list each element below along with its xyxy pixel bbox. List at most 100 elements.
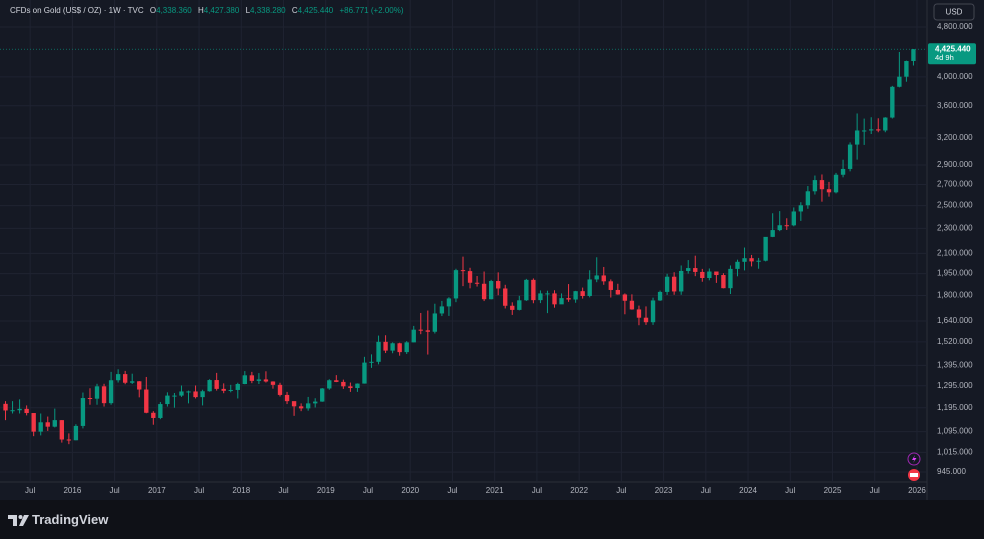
candle-body xyxy=(446,298,452,307)
footer-bar xyxy=(0,500,984,539)
candle-body xyxy=(80,398,86,426)
o-value: 4,338.360 xyxy=(156,6,192,15)
candle-body xyxy=(700,271,705,279)
candle-body xyxy=(355,383,360,389)
currency-button-box[interactable] xyxy=(933,3,975,21)
candle-body xyxy=(284,394,290,402)
logo-t xyxy=(8,515,17,526)
candle-body xyxy=(890,86,895,118)
candle-body xyxy=(467,271,473,283)
x-tick-label: 2019 xyxy=(317,486,335,495)
candle-body xyxy=(847,144,853,169)
candle-body xyxy=(861,130,867,132)
y-tick-label: 1,095.000 xyxy=(937,427,973,436)
candle-body xyxy=(784,225,789,227)
candle-body xyxy=(348,386,353,389)
candle-body xyxy=(404,342,409,353)
y-tick-label: 3,600.000 xyxy=(937,101,973,110)
candle-body xyxy=(38,422,43,432)
candle-body xyxy=(221,388,226,391)
x-tick-label: 2023 xyxy=(655,486,673,495)
candle-body xyxy=(707,271,712,279)
x-tick-label: 2022 xyxy=(570,486,588,495)
y-tick-label: 4,000.000 xyxy=(937,72,973,81)
logo-v xyxy=(19,515,29,526)
candle-body xyxy=(657,291,663,301)
candle-body xyxy=(650,300,656,323)
candle-body xyxy=(770,230,775,237)
candle-body xyxy=(298,406,304,409)
candle-body xyxy=(594,275,599,280)
y-tick-label: 1,295.000 xyxy=(937,381,973,390)
candle-body xyxy=(714,271,719,276)
x-tick-label: Jul xyxy=(363,486,373,495)
candle-body xyxy=(45,422,50,427)
candle-body xyxy=(130,381,135,383)
h-label: H xyxy=(198,6,204,15)
candle-body xyxy=(671,276,677,292)
x-tick-label: Jul xyxy=(109,486,119,495)
candle-body xyxy=(545,293,550,295)
candle-body xyxy=(411,329,416,343)
candle-body xyxy=(460,270,466,272)
candle-body xyxy=(425,330,430,332)
logo-dot xyxy=(18,515,23,519)
y-tick-label: 945.000 xyxy=(937,467,966,476)
x-tick-label: 2016 xyxy=(63,486,81,495)
currency-label[interactable]: USD xyxy=(946,8,963,17)
candle-body xyxy=(179,391,184,396)
candle-body xyxy=(869,129,874,131)
y-tick-label: 2,300.000 xyxy=(937,224,973,233)
x-tick-label: Jul xyxy=(194,486,204,495)
x-tick-label: 2018 xyxy=(232,486,250,495)
candle-body xyxy=(144,389,149,413)
candle-body xyxy=(362,362,367,384)
brand-name: TradingView xyxy=(32,512,109,527)
y-tick-label: 2,500.000 xyxy=(937,201,973,210)
candle-body xyxy=(397,343,402,353)
x-tick-label: 2020 xyxy=(401,486,419,495)
candle-body xyxy=(629,300,635,310)
candle-body xyxy=(693,268,698,272)
candle-body xyxy=(418,329,423,331)
candle-body xyxy=(503,288,508,306)
candle-body xyxy=(643,317,649,323)
y-tick-label: 2,100.000 xyxy=(937,248,973,257)
candle-body xyxy=(883,117,888,131)
x-tick-label: 2024 xyxy=(739,486,757,495)
candle-body xyxy=(439,306,445,314)
candle-body xyxy=(263,379,269,382)
candle-body xyxy=(94,386,100,399)
candle-body xyxy=(242,375,247,385)
candle-body xyxy=(327,380,332,389)
candle-body xyxy=(31,413,36,432)
candle-body xyxy=(819,180,825,190)
y-tick-label: 1,950.000 xyxy=(937,269,973,278)
candle-body xyxy=(313,401,318,404)
x-tick-label: Jul xyxy=(278,486,288,495)
candle-body xyxy=(59,420,65,440)
c-value: 4,425.440 xyxy=(298,6,334,15)
candle-body xyxy=(334,380,339,382)
candle-body xyxy=(524,279,529,301)
currency-button[interactable]: USD xyxy=(933,3,975,21)
candle-body xyxy=(517,300,522,310)
candle-body xyxy=(904,61,909,77)
alert-icons xyxy=(907,452,921,481)
l-value: 4,338.280 xyxy=(250,6,286,15)
candle-body xyxy=(826,189,832,193)
h-value: 4,427.380 xyxy=(204,6,240,15)
candle-body xyxy=(151,412,156,418)
y-tick-label: 1,195.000 xyxy=(937,403,973,412)
candle-body xyxy=(249,375,255,381)
candle-body xyxy=(172,395,177,397)
candle-body xyxy=(735,261,740,269)
candle-body xyxy=(390,343,395,351)
candle-body xyxy=(728,268,733,289)
candle-body xyxy=(432,313,438,332)
candle-body xyxy=(87,398,93,400)
candle-body xyxy=(108,380,114,404)
candle-body xyxy=(911,49,916,62)
x-tick-label: Jul xyxy=(532,486,542,495)
